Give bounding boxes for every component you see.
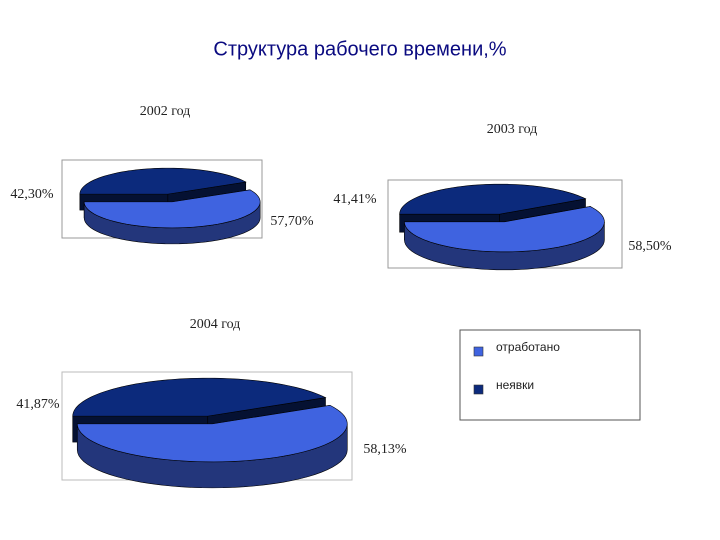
slice <box>404 206 605 253</box>
slice <box>83 189 261 229</box>
pie-title: 2002 год <box>140 104 191 119</box>
legend <box>459 329 641 421</box>
data-label: 58,13% <box>363 442 407 457</box>
slice <box>72 377 327 417</box>
slice <box>399 183 587 215</box>
legend-swatch <box>473 346 484 357</box>
legend-label: отработано <box>496 340 560 354</box>
legend-label: неявки <box>496 378 534 392</box>
slice <box>79 167 247 195</box>
pie-title: 2004 год <box>190 317 241 332</box>
data-label: 42,30% <box>10 187 54 202</box>
page-title: Структура рабочего времени,% <box>213 38 506 60</box>
legend-swatch <box>473 384 484 395</box>
data-label: 58,50% <box>628 239 672 254</box>
pie-title: 2003 год <box>487 122 538 137</box>
data-label: 41,87% <box>16 397 60 412</box>
slice <box>76 404 348 463</box>
data-label: 41,41% <box>333 192 377 207</box>
data-label: 57,70% <box>270 214 314 229</box>
